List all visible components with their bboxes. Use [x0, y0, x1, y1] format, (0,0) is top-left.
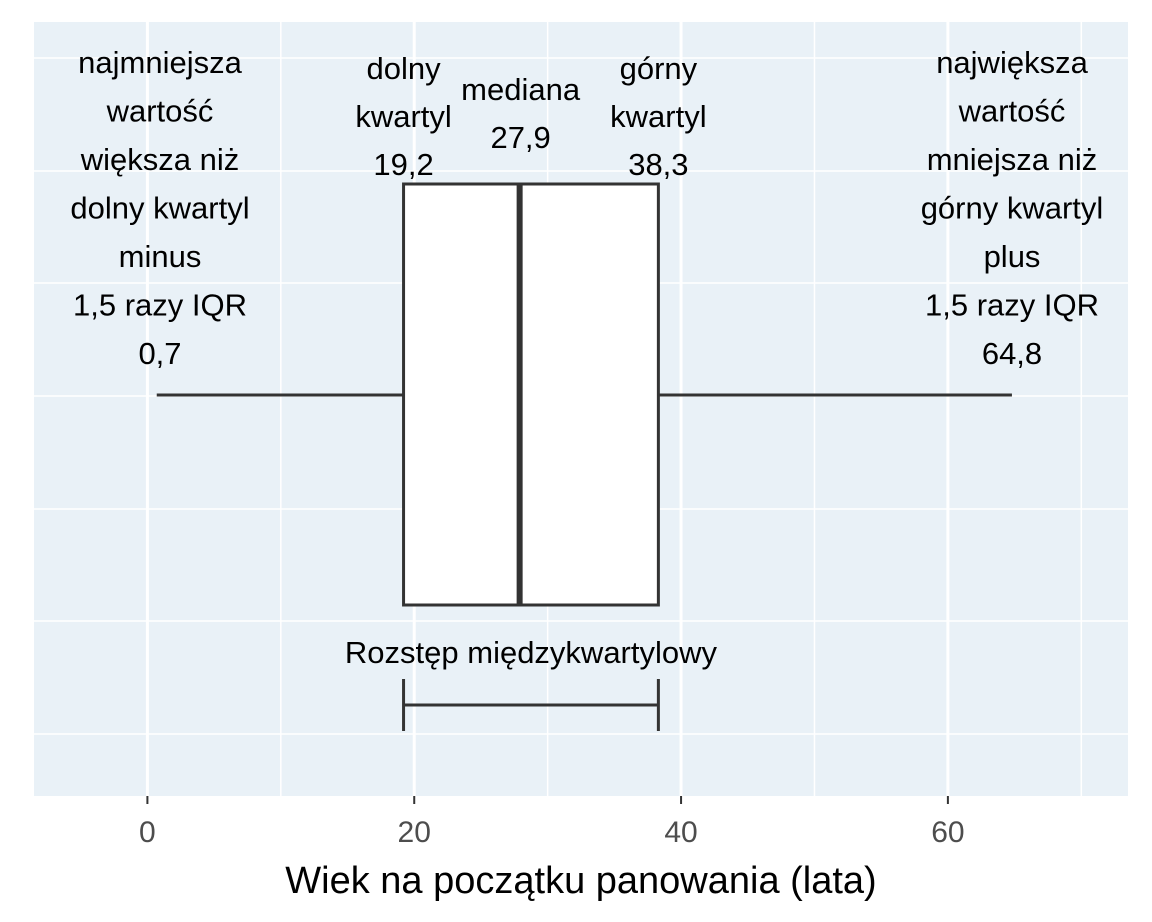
whisker-low-label-line-3: większa niż — [80, 142, 240, 177]
x-tick-label: 0 — [139, 816, 156, 849]
whisker-low-label-line-5: minus — [119, 239, 202, 274]
x-axis-title: Wiek na początku panowania (lata) — [285, 860, 876, 902]
annotation-labels: najmniejsza wartość większa niż dolny kwart… — [70, 45, 1103, 670]
q1-label-line-1: dolny — [367, 51, 442, 86]
q1-label-line-3: 19,2 — [373, 147, 433, 182]
x-axis: 0 20 40 60 — [139, 796, 965, 849]
whisker-high-label-line-7: 64,8 — [982, 336, 1042, 371]
whisker-high-label-line-2: wartość — [958, 94, 1066, 129]
q3-label-line-2: kwartyl — [610, 99, 706, 134]
x-tick-label: 20 — [398, 816, 431, 849]
whisker-high-label-line-6: 1,5 razy IQR — [925, 288, 1099, 323]
iqr-box — [402, 182, 660, 607]
x-tick-label: 60 — [931, 816, 964, 849]
whisker-low-label-line-1: najmniejsza — [78, 45, 242, 80]
whisker-high-label-line-1: największa — [936, 45, 1088, 80]
iqr-label: Rozstęp międzykwartylowy — [345, 635, 718, 670]
median-label-line-1: mediana — [461, 72, 581, 107]
whisker-high-label-line-5: plus — [984, 239, 1041, 274]
boxplot — [156, 182, 1012, 731]
q3-label-line-3: 38,3 — [628, 147, 688, 182]
x-tick-label: 40 — [664, 816, 697, 849]
q1-label-line-2: kwartyl — [355, 99, 451, 134]
q3-label-line-1: górny — [620, 51, 698, 86]
whisker-low-label-line-7: 0,7 — [138, 336, 181, 371]
median-label-line-2: 27,9 — [490, 120, 550, 155]
whisker-low-label-line-2: wartość — [106, 94, 214, 129]
whisker-high-label-line-3: mniejsza niż — [927, 142, 1098, 177]
whisker-high-label-line-4: górny kwartyl — [921, 191, 1104, 226]
whisker-low-label-line-4: dolny kwartyl — [70, 191, 249, 226]
whisker-low-label-line-6: 1,5 razy IQR — [73, 288, 247, 323]
